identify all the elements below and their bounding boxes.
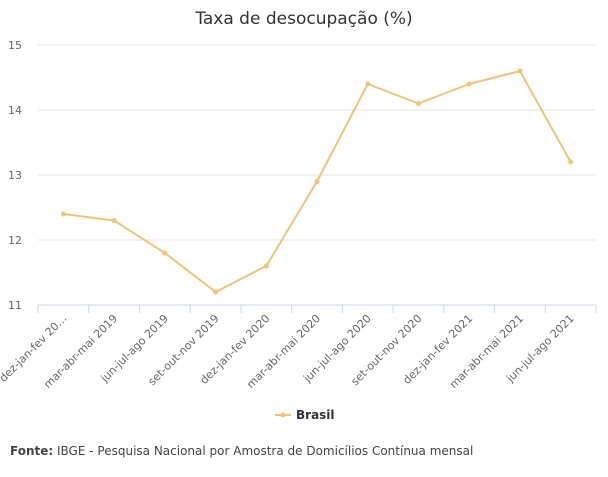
data-point[interactable] <box>466 81 472 87</box>
y-tick-label: 15 <box>8 39 22 52</box>
series-brasil[interactable] <box>60 68 574 295</box>
legend-label-brasil: Brasil <box>296 408 335 422</box>
y-tick-label: 11 <box>8 299 22 312</box>
data-point[interactable] <box>415 101 421 106</box>
x-axis: dez-jan-fev 20…mar-abr-mai 2019jun-jul-a… <box>0 304 597 391</box>
data-point[interactable] <box>517 68 523 74</box>
data-point[interactable] <box>60 211 66 217</box>
data-point[interactable] <box>314 179 320 184</box>
y-tick-label: 12 <box>8 234 22 247</box>
source-label: Fonte: <box>10 444 54 458</box>
source-note: Fonte: IBGE - Pesquisa Nacional por Amos… <box>10 444 473 458</box>
data-point[interactable] <box>111 218 117 223</box>
legend-marker-icon <box>280 412 286 418</box>
data-point[interactable] <box>263 263 269 269</box>
data-point[interactable] <box>365 81 371 87</box>
chart-title: Taxa de desocupação (%) <box>194 9 412 29</box>
y-tick-label: 13 <box>8 169 22 182</box>
grid-lines <box>38 44 596 241</box>
data-point[interactable] <box>568 159 574 165</box>
data-point[interactable] <box>162 250 168 256</box>
source-text: IBGE - Pesquisa Nacional por Amostra de … <box>57 444 474 458</box>
legend[interactable]: Brasil <box>275 408 335 422</box>
data-point[interactable] <box>213 289 219 295</box>
y-axis-ticks: 11 12 13 14 15 <box>8 39 22 312</box>
y-tick-label: 14 <box>8 104 22 117</box>
